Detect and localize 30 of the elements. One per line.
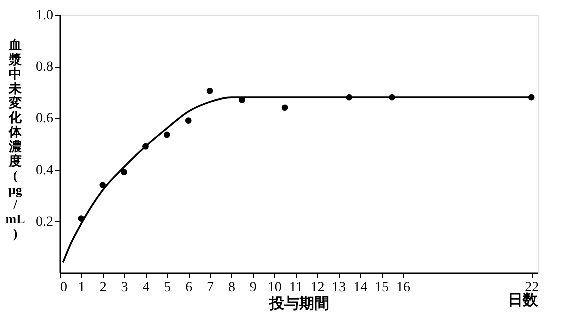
x-tick-label: 15 — [375, 280, 390, 296]
x-tick-label: 12 — [310, 280, 325, 296]
point — [282, 104, 288, 112]
x-tick-label: 2 — [100, 280, 107, 296]
x-tick-label: 7 — [207, 280, 214, 296]
x-tick-label: 9 — [250, 280, 257, 296]
y-tick-label: 0.4 — [36, 163, 54, 178]
x-tick-label: 8 — [228, 280, 236, 296]
y-tick-label: 1.0 — [36, 8, 54, 24]
x-axis-title: 投与期間 — [268, 296, 330, 312]
y-tick-label: 0.6 — [36, 112, 54, 127]
y-tick-label: 0.8 — [36, 60, 54, 76]
x-tick-label: 16 — [396, 280, 410, 296]
point — [206, 88, 214, 94]
x-tick-label: 0 — [60, 280, 68, 296]
x-tick-label: 4 — [142, 280, 150, 296]
point — [185, 118, 192, 124]
x-tick-label: 11 — [290, 280, 304, 296]
point — [100, 182, 106, 188]
x-tick-label: 5 — [164, 280, 172, 296]
x-tick-label: 13 — [332, 280, 346, 296]
text: 血漿中未変化体濃度(μg/mL) — [6, 38, 26, 241]
x-tick-label: 3 — [121, 280, 128, 296]
x-tick-label: 1 — [78, 280, 86, 296]
y-tick-label: 0.2 — [36, 214, 54, 230]
x-tick-label: 10 — [268, 280, 282, 296]
x-tick-label: 6 — [186, 280, 193, 296]
point — [164, 132, 170, 138]
x-tick-label: 14 — [354, 280, 368, 296]
point — [121, 169, 128, 176]
